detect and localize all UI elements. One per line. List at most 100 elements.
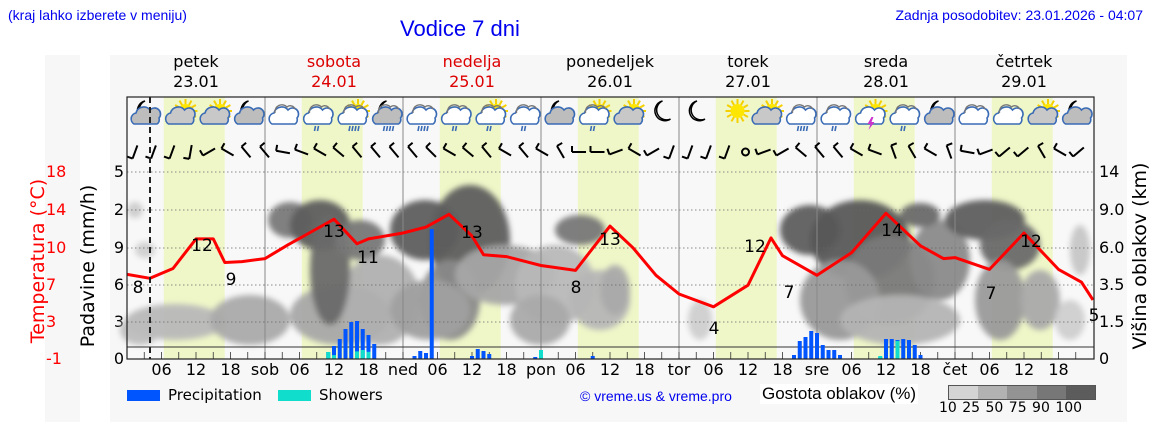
temperature-value: 12 — [191, 236, 213, 256]
night-cloudy-icon — [923, 100, 955, 125]
time-tick: 12 — [323, 360, 345, 379]
time-tick: ned — [387, 360, 419, 379]
night-partly-cloudy-icon — [1061, 100, 1093, 125]
time-tick: 12 — [1013, 360, 1035, 379]
time-tick: pon — [525, 360, 557, 379]
time-tick: 18 — [772, 360, 793, 379]
time-tick: 06 — [979, 360, 1000, 379]
density-swatch — [949, 386, 979, 399]
day-header-4: torek 27.01 — [679, 52, 817, 92]
temperature-value: 13 — [461, 223, 483, 243]
axis-tick: 2 — [113, 200, 124, 219]
day-date: 25.01 — [449, 72, 495, 91]
cloud-light-rain-icon — [889, 104, 921, 132]
axis-tick: 18 — [46, 162, 67, 181]
time-tick: tor — [667, 360, 691, 379]
day-name: nedelja — [442, 52, 502, 71]
showers-legend-label: Showers — [319, 386, 383, 404]
page-title: Vodice 7 dni — [400, 16, 520, 41]
axis-tick: 10 — [46, 238, 67, 257]
day-date: 27.01 — [725, 72, 771, 91]
cloud-rain-icon — [785, 104, 817, 132]
time-tick: 06 — [151, 360, 172, 379]
axis-tick: 6 — [113, 275, 124, 294]
axis-tick: 9 — [113, 238, 124, 257]
axis-tick: 3 — [113, 312, 124, 331]
temperature-value: 13 — [599, 230, 621, 250]
precipitation-swatch — [127, 390, 160, 401]
time-tick: čet — [942, 360, 968, 379]
day-date: 24.01 — [311, 72, 357, 91]
temperature-value: 9 — [225, 270, 237, 290]
temperature-line — [126, 211, 1095, 309]
sun-cloud-light-rain-icon — [475, 99, 508, 132]
cloudy-icon — [268, 104, 300, 125]
time-tick: 06 — [841, 360, 862, 379]
sun-icon — [725, 99, 750, 123]
cloudy-icon — [992, 104, 1024, 125]
time-tick: 18 — [634, 360, 655, 379]
cloud-light-rain-icon — [509, 104, 541, 132]
time-tick: 18 — [496, 360, 517, 379]
cloud-light-rain-icon — [820, 104, 852, 132]
temperature-value: 4 — [708, 319, 720, 339]
sun-cloud-icon — [613, 99, 646, 125]
time-tick: 06 — [289, 360, 310, 379]
axis-tick: 6.0 — [1099, 238, 1125, 257]
time-tick: 18 — [220, 360, 241, 379]
cloud-light-rain-icon — [440, 104, 472, 132]
moon-icon — [688, 100, 706, 122]
time-tick: sob — [250, 360, 280, 379]
axis-tick: 0 — [113, 349, 124, 368]
night-cloud-rain-icon — [371, 100, 403, 132]
density-swatch — [1036, 386, 1066, 399]
copyright-link[interactable]: © vreme.us & vreme.pro — [580, 388, 732, 404]
location-hint-link[interactable]: (kraj lahko izberete v meniju) — [8, 7, 187, 23]
temperature-value: 8 — [132, 278, 144, 298]
density-swatch — [1065, 386, 1096, 399]
axis-tick: 9.0 — [1099, 200, 1125, 219]
time-tick: 18 — [1048, 360, 1069, 379]
time-tick: 12 — [185, 360, 207, 379]
day-date: 26.01 — [587, 72, 633, 91]
sun-thunder-icon — [854, 99, 888, 130]
sun-cloud-icon — [164, 99, 198, 125]
sun-cloud-icon — [751, 99, 784, 125]
time-tick: 06 — [565, 360, 586, 379]
temperature-value: 7 — [985, 284, 997, 304]
legend-precipitation: Precipitation — [127, 386, 262, 404]
time-tick: sre — [804, 360, 830, 379]
night-cloudy-icon — [233, 100, 265, 125]
day-name: sobota — [306, 52, 362, 71]
density-swatch — [1007, 386, 1037, 399]
cloud-density-scale-labels: 10 25 50 75 90 100 — [939, 400, 1083, 416]
day-date: 29.01 — [1001, 72, 1047, 91]
time-tick: 18 — [358, 360, 379, 379]
cloudy-icon — [958, 104, 990, 125]
night-cloudy-icon — [544, 100, 576, 125]
temperature-value: 8 — [570, 278, 582, 298]
cloud-rain-icon — [406, 104, 438, 132]
temperature-value: 13 — [323, 222, 345, 242]
density-swatch — [978, 386, 1008, 399]
axis-tick: 0 — [1099, 349, 1110, 368]
day-name: torek — [727, 52, 769, 71]
time-tick: 12 — [599, 360, 621, 379]
temperature-axis-panel — [45, 55, 80, 422]
day-date: 28.01 — [863, 72, 909, 91]
time-tick: 06 — [703, 360, 724, 379]
temperature-value: 5 — [1088, 306, 1100, 326]
moon-icon — [654, 100, 671, 122]
day-header-1: sobota 24.01 — [265, 52, 403, 92]
sun-cloud-rain-icon — [337, 99, 370, 132]
temperature-value: 11 — [357, 248, 379, 268]
temperature-value: 12 — [744, 237, 766, 257]
cloud-density-scale — [948, 385, 1096, 400]
axis-tick: 7 — [46, 275, 57, 294]
day-header-3: ponedeljek 26.01 — [541, 52, 679, 92]
day-name: četrtek — [995, 52, 1053, 71]
day-header-5: sreda 28.01 — [817, 52, 955, 92]
time-tick: 12 — [875, 360, 897, 379]
axis-tick: 5 — [113, 162, 124, 181]
